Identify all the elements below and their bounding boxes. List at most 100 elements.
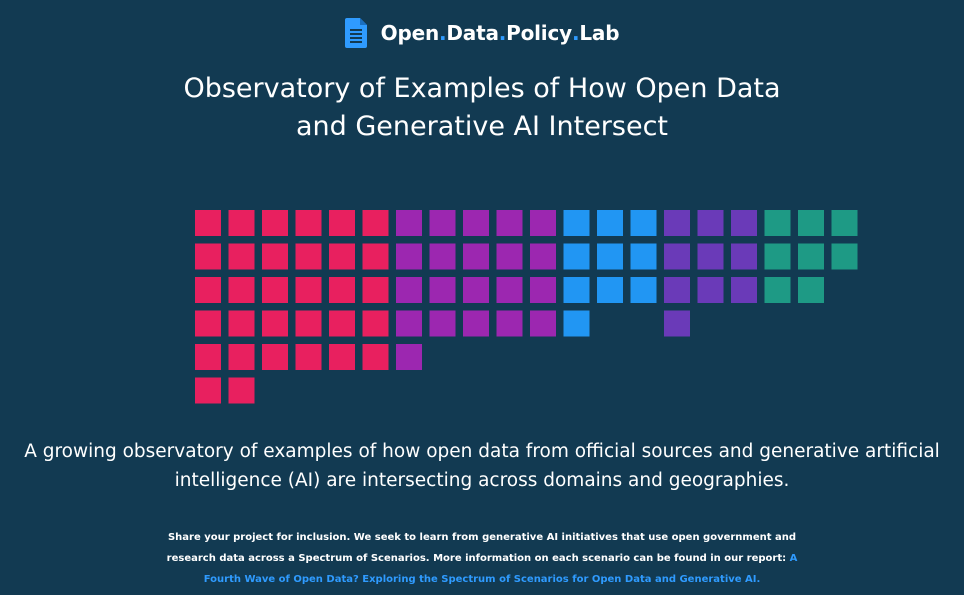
- waffle-cell-pink[interactable]: [262, 243, 288, 270]
- waffle-cell-pink[interactable]: [295, 210, 322, 236]
- site-logo[interactable]: Open. Data. Policy. Lab: [0, 18, 964, 48]
- description-line: A growing observatory of examples of how…: [24, 441, 940, 462]
- waffle-cell-pink[interactable]: [295, 243, 322, 270]
- waffle-cell-pink[interactable]: [362, 243, 389, 270]
- waffle-cell-pink[interactable]: [195, 344, 221, 370]
- waffle-cell-pink[interactable]: [228, 210, 255, 236]
- waffle-cell-pink[interactable]: [329, 243, 355, 270]
- logo-separator: .: [498, 21, 507, 45]
- waffle-cell-blue[interactable]: [563, 243, 590, 270]
- logo-word: Data: [446, 21, 499, 45]
- waffle-cell-blue[interactable]: [563, 277, 590, 303]
- waffle-cell-blue[interactable]: [563, 310, 590, 337]
- waffle-cell-pink[interactable]: [295, 310, 322, 337]
- waffle-cell-teal[interactable]: [798, 210, 824, 236]
- note-text: research data across a Spectrum of Scena…: [166, 553, 790, 564]
- waffle-cell-pink[interactable]: [228, 277, 255, 303]
- waffle-cell-teal[interactable]: [831, 243, 858, 270]
- waffle-cell-indigo[interactable]: [697, 210, 724, 236]
- waffle-cell-blue[interactable]: [630, 277, 657, 303]
- waffle-cell-purple[interactable]: [463, 310, 489, 337]
- waffle-cell-blue[interactable]: [597, 243, 623, 270]
- waffle-cell-pink[interactable]: [262, 210, 288, 236]
- waffle-cell-purple[interactable]: [463, 277, 489, 303]
- waffle-cell-indigo[interactable]: [664, 277, 690, 303]
- waffle-cell-pink[interactable]: [195, 243, 221, 270]
- waffle-cell-pink[interactable]: [329, 277, 355, 303]
- waffle-cell-purple[interactable]: [496, 277, 523, 303]
- waffle-cell-purple[interactable]: [429, 277, 456, 303]
- page-title-line: and Generative AI Intersect: [295, 111, 669, 142]
- waffle-cell-purple[interactable]: [530, 310, 556, 337]
- waffle-cell-indigo[interactable]: [731, 277, 757, 303]
- logo-text: Open. Data. Policy. Lab: [381, 21, 620, 45]
- logo-word: Policy: [506, 21, 572, 45]
- waffle-cell-purple[interactable]: [530, 210, 556, 236]
- waffle-cell-purple[interactable]: [429, 310, 456, 337]
- waffle-cell-purple[interactable]: [463, 243, 489, 270]
- waffle-cell-pink[interactable]: [228, 243, 255, 270]
- waffle-cell-pink[interactable]: [262, 344, 288, 370]
- waffle-cell-pink[interactable]: [228, 344, 255, 370]
- waffle-cell-pink[interactable]: [362, 210, 389, 236]
- waffle-cell-indigo[interactable]: [697, 243, 724, 270]
- waffle-cell-purple[interactable]: [396, 277, 422, 303]
- note-line: Share your project for inclusion. We see…: [167, 532, 797, 543]
- waffle-cell-blue[interactable]: [563, 210, 590, 236]
- note-line: Fourth Wave of Open Data? Exploring the …: [0, 569, 964, 590]
- logo-word: Lab: [579, 21, 620, 45]
- waffle-cell-pink[interactable]: [329, 210, 355, 236]
- waffle-cell-pink[interactable]: [262, 277, 288, 303]
- submission-note: Share your project for inclusion. We see…: [0, 527, 964, 590]
- waffle-cell-indigo[interactable]: [697, 277, 724, 303]
- report-link[interactable]: A: [789, 553, 798, 564]
- waffle-cell-pink[interactable]: [195, 277, 221, 303]
- waffle-cell-pink[interactable]: [362, 310, 389, 337]
- waffle-cell-purple[interactable]: [396, 243, 422, 270]
- waffle-cell-purple[interactable]: [396, 210, 422, 236]
- waffle-cell-purple[interactable]: [530, 243, 556, 270]
- waffle-cell-purple[interactable]: [496, 310, 523, 337]
- waffle-cell-pink[interactable]: [195, 310, 221, 337]
- waffle-cell-purple[interactable]: [396, 344, 422, 370]
- waffle-cell-pink[interactable]: [195, 210, 221, 236]
- waffle-cell-teal[interactable]: [764, 277, 791, 303]
- waffle-cell-pink[interactable]: [362, 344, 389, 370]
- logo-word: Open: [380, 21, 440, 45]
- waffle-cell-pink[interactable]: [329, 344, 355, 370]
- waffle-cell-purple[interactable]: [429, 243, 456, 270]
- waffle-cell-indigo[interactable]: [664, 310, 690, 337]
- waffle-cell-purple[interactable]: [429, 210, 456, 236]
- waffle-cell-indigo[interactable]: [664, 210, 690, 236]
- waffle-cell-blue[interactable]: [597, 277, 623, 303]
- logo-separator: .: [571, 21, 580, 45]
- waffle-cell-pink[interactable]: [329, 310, 355, 337]
- waffle-cell-purple[interactable]: [463, 210, 489, 236]
- waffle-cell-indigo[interactable]: [731, 243, 757, 270]
- waffle-cell-pink[interactable]: [362, 277, 389, 303]
- waffle-cell-pink[interactable]: [228, 310, 255, 337]
- waffle-cell-indigo[interactable]: [731, 210, 757, 236]
- waffle-cell-indigo[interactable]: [664, 243, 690, 270]
- waffle-cell-pink[interactable]: [295, 277, 322, 303]
- page-title-line: Observatory of Examples of How Open Data: [183, 73, 781, 104]
- waffle-cell-purple[interactable]: [530, 277, 556, 303]
- waffle-cell-teal[interactable]: [798, 243, 824, 270]
- waffle-cell-purple[interactable]: [496, 243, 523, 270]
- waffle-cell-purple[interactable]: [496, 210, 523, 236]
- waffle-cell-purple[interactable]: [396, 310, 422, 337]
- waffle-cell-blue[interactable]: [597, 210, 623, 236]
- report-link[interactable]: Fourth Wave of Open Data? Exploring the …: [203, 574, 761, 585]
- waffle-cell-pink[interactable]: [295, 344, 322, 370]
- waffle-cell-teal[interactable]: [831, 210, 858, 236]
- waffle-cell-pink[interactable]: [195, 377, 221, 404]
- waffle-cell-pink[interactable]: [228, 377, 255, 404]
- description-line: intelligence (AI) are intersecting acros…: [174, 470, 790, 491]
- waffle-cell-blue[interactable]: [630, 243, 657, 270]
- waffle-cell-pink[interactable]: [262, 310, 288, 337]
- waffle-cell-teal[interactable]: [764, 243, 791, 270]
- waffle-cell-teal[interactable]: [798, 277, 824, 303]
- waffle-cell-blue[interactable]: [630, 210, 657, 236]
- waffle-cell-teal[interactable]: [764, 210, 791, 236]
